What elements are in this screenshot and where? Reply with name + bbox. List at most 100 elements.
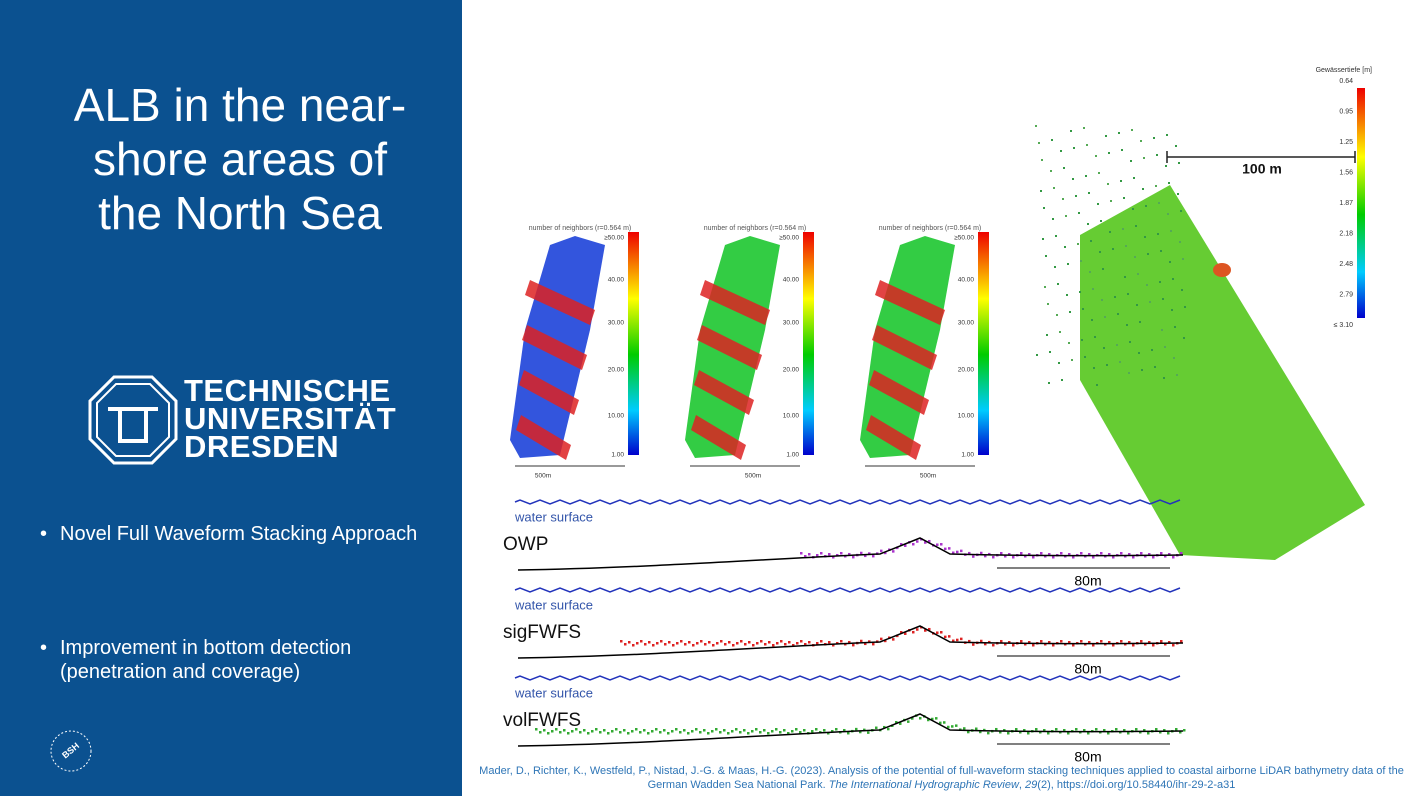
water-line bbox=[515, 676, 1180, 680]
profile-point bbox=[1155, 728, 1158, 731]
profile-point bbox=[736, 642, 739, 645]
plot-title: number of neighbors (r=0.564 m) bbox=[529, 225, 632, 232]
profile-point bbox=[852, 644, 855, 647]
depth-point bbox=[1116, 344, 1118, 346]
colorbar-tick: ≥50.00 bbox=[604, 235, 624, 242]
profile-point bbox=[1004, 643, 1007, 646]
depth-point bbox=[1137, 273, 1139, 275]
profile-point bbox=[911, 717, 914, 720]
profile-point bbox=[659, 731, 662, 734]
water-line bbox=[515, 500, 1180, 504]
profile-point bbox=[1019, 731, 1022, 734]
profile-point bbox=[828, 641, 831, 644]
profile-point bbox=[955, 724, 958, 727]
depth-point bbox=[1088, 192, 1090, 194]
colorbar-tick: 1.87 bbox=[1339, 200, 1353, 207]
profile-point bbox=[767, 732, 770, 735]
depth-point bbox=[1047, 303, 1049, 305]
depth-point bbox=[1055, 235, 1057, 237]
depth-point bbox=[1133, 177, 1135, 179]
profile-point bbox=[947, 726, 950, 729]
depth-point bbox=[1167, 213, 1169, 215]
depth-point bbox=[1084, 356, 1086, 358]
depth-point bbox=[1057, 283, 1059, 285]
profile-point bbox=[640, 640, 643, 643]
depth-hotspot bbox=[1213, 263, 1231, 277]
depth-point bbox=[1159, 281, 1161, 283]
colorbar-tick: 1.25 bbox=[1339, 139, 1353, 146]
depth-point bbox=[1160, 250, 1162, 252]
depth-point bbox=[1065, 215, 1067, 217]
profile-point bbox=[796, 642, 799, 645]
profile-point bbox=[916, 628, 919, 631]
profile-point bbox=[879, 729, 882, 732]
profile-point bbox=[660, 640, 663, 643]
profile-point bbox=[995, 728, 998, 731]
profile-point bbox=[1088, 641, 1091, 644]
depth-point bbox=[1138, 352, 1140, 354]
profile-point bbox=[795, 728, 798, 731]
colorbar bbox=[1357, 88, 1365, 318]
depth-point bbox=[1042, 238, 1044, 240]
profile-point bbox=[756, 642, 759, 645]
stripe bbox=[694, 370, 754, 415]
plot-title: number of neighbors (r=0.564 m) bbox=[879, 225, 982, 232]
stripe bbox=[869, 370, 929, 415]
profile-point bbox=[1080, 640, 1083, 643]
depth-point bbox=[1117, 313, 1119, 315]
profile-point bbox=[819, 731, 822, 734]
depth-point bbox=[1172, 278, 1174, 280]
profile-point bbox=[579, 731, 582, 734]
colorbar-tick: 30.00 bbox=[958, 320, 975, 327]
profile-point bbox=[748, 641, 751, 644]
depth-point bbox=[1046, 334, 1048, 336]
profile-point bbox=[991, 730, 994, 733]
profile-point bbox=[940, 543, 943, 546]
profile-point bbox=[792, 644, 795, 647]
profile-point bbox=[859, 731, 862, 734]
profile-point bbox=[1148, 553, 1151, 556]
depth-point bbox=[1106, 364, 1108, 366]
profile-point bbox=[760, 640, 763, 643]
profile-point bbox=[1036, 642, 1039, 645]
profile-point bbox=[835, 728, 838, 731]
depth-point bbox=[1162, 298, 1164, 300]
profile-point bbox=[1051, 730, 1054, 733]
profile-point bbox=[1168, 641, 1171, 644]
depth-point bbox=[1086, 144, 1088, 146]
profile-point bbox=[1144, 643, 1147, 646]
depth-point bbox=[1155, 185, 1157, 187]
profile-point bbox=[1092, 644, 1095, 647]
depth-point bbox=[1107, 183, 1109, 185]
profile-point bbox=[896, 547, 899, 550]
stripe bbox=[519, 370, 579, 415]
profile-point bbox=[1020, 640, 1023, 643]
profile-point bbox=[763, 729, 766, 732]
profile-point bbox=[979, 731, 982, 734]
profile-point bbox=[820, 640, 823, 643]
depth-point bbox=[1049, 351, 1051, 353]
profile-point bbox=[723, 729, 726, 732]
water-line bbox=[515, 588, 1180, 592]
surface-label: water surface bbox=[514, 597, 593, 612]
profile-point bbox=[587, 732, 590, 735]
depth-point bbox=[1118, 132, 1120, 134]
profile-point bbox=[812, 556, 815, 559]
profile-point bbox=[1048, 553, 1051, 556]
depth-point bbox=[1119, 361, 1121, 363]
profile-point bbox=[1128, 641, 1131, 644]
depth-point bbox=[1097, 203, 1099, 205]
profile-point bbox=[848, 641, 851, 644]
depth-point bbox=[1058, 362, 1060, 364]
profile-point bbox=[1044, 643, 1047, 646]
depth-point bbox=[1051, 139, 1053, 141]
profile-point bbox=[619, 731, 622, 734]
profile-point bbox=[679, 731, 682, 734]
colorbar-tick: ≤ 3.10 bbox=[1334, 322, 1354, 329]
profile-point bbox=[535, 728, 538, 731]
depth-point bbox=[1141, 369, 1143, 371]
profile-point bbox=[820, 552, 823, 555]
depth-point bbox=[1091, 319, 1093, 321]
stripe bbox=[875, 280, 945, 325]
profile-point bbox=[980, 552, 983, 555]
